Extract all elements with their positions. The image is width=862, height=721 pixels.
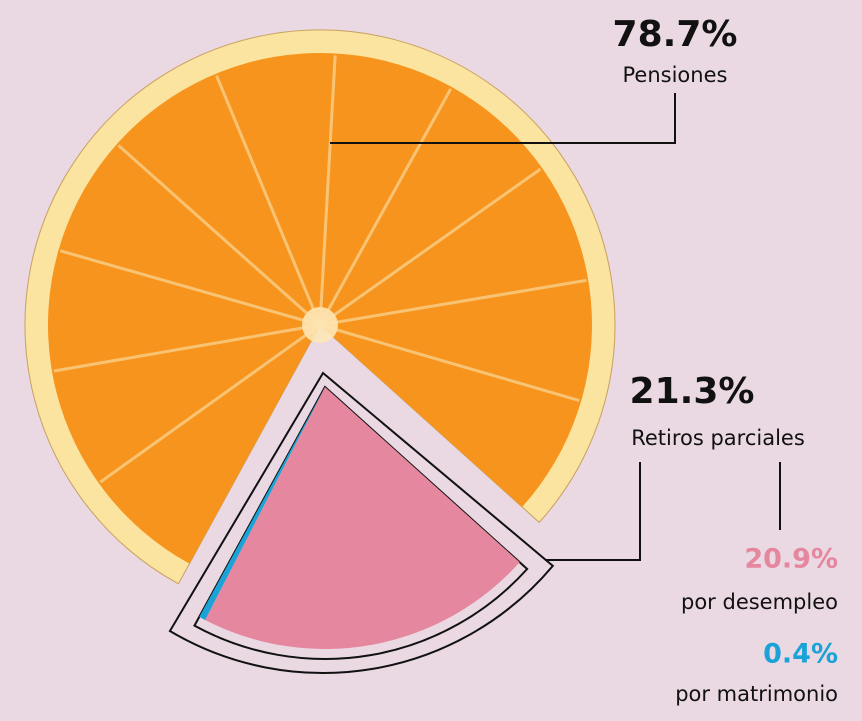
core [302,307,338,343]
pie [25,30,615,673]
category-label: Pensiones [623,63,728,87]
category-label: Retiros parciales [631,426,805,450]
category-label: por matrimonio [675,682,838,706]
value-label: 21.3% [630,371,755,412]
value-label: 78.7% [613,14,738,55]
chart: 78.7% Pensiones 21.3% Retiros parciales … [0,0,862,721]
category-label: por desempleo [681,590,838,614]
page: 78.7% Pensiones 21.3% Retiros parciales … [0,0,862,721]
value-label: 0.4% [763,639,838,670]
value-label: 20.9% [744,544,838,575]
